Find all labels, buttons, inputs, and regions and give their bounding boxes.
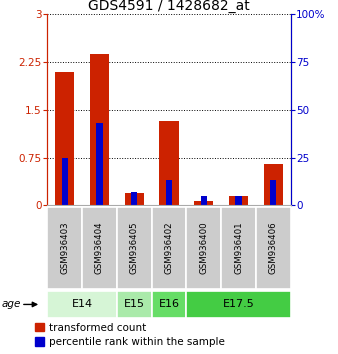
Text: GSM936401: GSM936401 bbox=[234, 222, 243, 274]
Bar bbox=[235, 196, 242, 205]
Bar bbox=[82, 207, 117, 289]
Bar bbox=[221, 207, 256, 289]
Bar bbox=[117, 291, 152, 318]
Bar bbox=[62, 158, 68, 205]
Bar bbox=[90, 54, 109, 205]
Text: GSM936400: GSM936400 bbox=[199, 222, 208, 274]
Bar bbox=[186, 291, 291, 318]
Bar bbox=[152, 207, 186, 289]
Text: GSM936402: GSM936402 bbox=[165, 222, 173, 274]
Text: GSM936406: GSM936406 bbox=[269, 222, 278, 274]
Bar bbox=[270, 181, 276, 205]
Bar bbox=[160, 121, 178, 205]
Bar bbox=[47, 207, 82, 289]
Bar bbox=[96, 123, 103, 205]
Text: GSM936403: GSM936403 bbox=[60, 222, 69, 274]
Bar bbox=[194, 201, 213, 205]
Text: E14: E14 bbox=[72, 299, 93, 309]
Bar bbox=[152, 291, 186, 318]
Bar bbox=[47, 291, 117, 318]
Bar bbox=[229, 196, 248, 205]
Text: age: age bbox=[2, 299, 21, 309]
Text: E16: E16 bbox=[159, 299, 179, 309]
Text: E17.5: E17.5 bbox=[223, 299, 255, 309]
Legend: transformed count, percentile rank within the sample: transformed count, percentile rank withi… bbox=[30, 319, 229, 351]
Bar bbox=[131, 192, 137, 205]
Bar bbox=[264, 164, 283, 205]
Bar bbox=[166, 181, 172, 205]
Bar bbox=[55, 72, 74, 205]
Title: GDS4591 / 1428682_at: GDS4591 / 1428682_at bbox=[88, 0, 250, 13]
Text: GSM936404: GSM936404 bbox=[95, 222, 104, 274]
Bar bbox=[125, 193, 144, 205]
Text: GSM936405: GSM936405 bbox=[130, 222, 139, 274]
Bar bbox=[201, 196, 207, 205]
Bar bbox=[117, 207, 152, 289]
Bar bbox=[256, 207, 291, 289]
Bar bbox=[186, 207, 221, 289]
Text: E15: E15 bbox=[124, 299, 145, 309]
